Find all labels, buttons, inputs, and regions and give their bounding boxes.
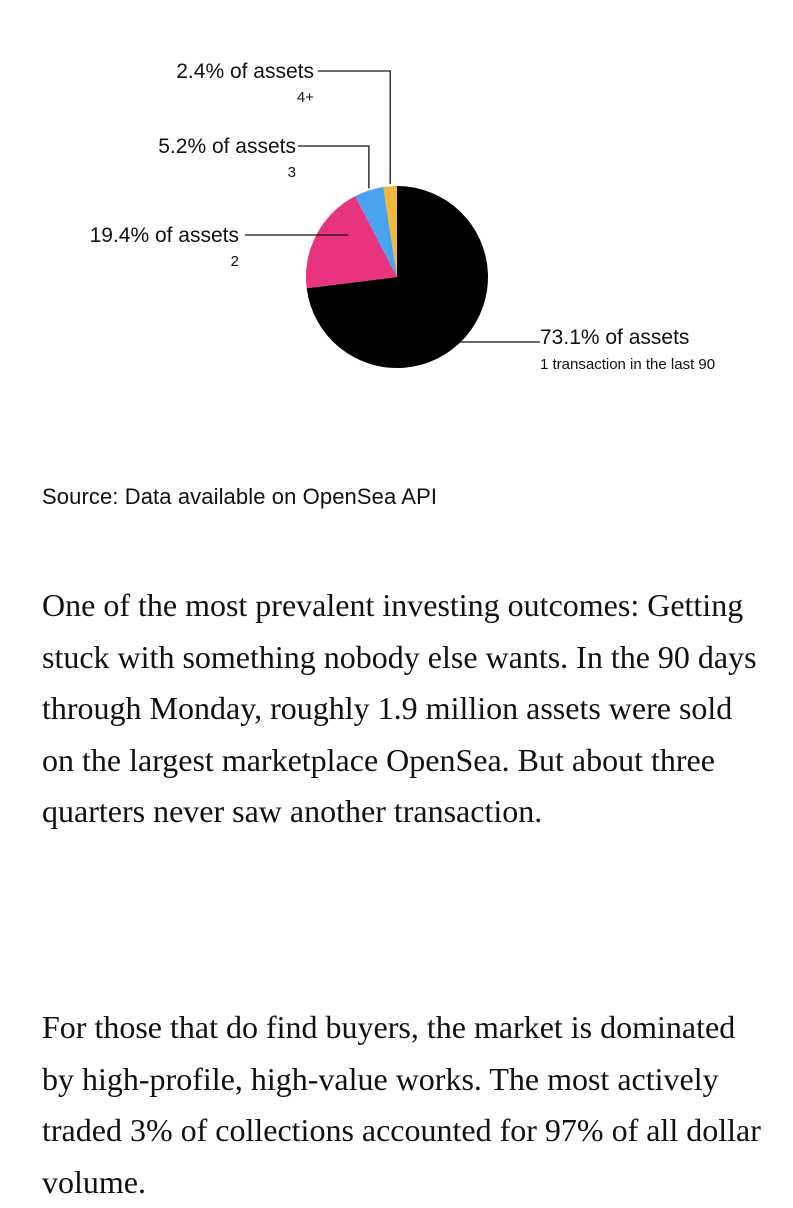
leader-line bbox=[318, 70, 391, 185]
pie-slice bbox=[355, 187, 397, 277]
pie-slice bbox=[383, 186, 397, 277]
slice-sublabel: 2 bbox=[231, 253, 239, 270]
leader-line bbox=[298, 145, 370, 189]
pie-slice bbox=[306, 196, 397, 289]
slice-label: 5.2% of assets bbox=[158, 135, 296, 158]
slice-sublabel: 1 transaction in the last 90 bbox=[540, 356, 715, 373]
slice-label: 73.1% of assets bbox=[540, 326, 689, 349]
article-paragraph: One of the most prevalent investing outc… bbox=[42, 587, 757, 829]
slice-label: 19.4% of assets bbox=[90, 224, 239, 247]
slice-sublabel: 3 bbox=[288, 164, 296, 181]
article-paragraph: For those that do find buyers, the marke… bbox=[42, 1009, 761, 1200]
chart-source: Source: Data available on OpenSea API bbox=[42, 484, 438, 509]
pie-chart: 73.1% of assets 1 transaction in the last… bbox=[90, 60, 716, 373]
slice-sublabel: 4+ bbox=[297, 89, 314, 106]
slice-label: 2.4% of assets bbox=[176, 60, 314, 83]
pie-slice bbox=[306, 186, 489, 368]
